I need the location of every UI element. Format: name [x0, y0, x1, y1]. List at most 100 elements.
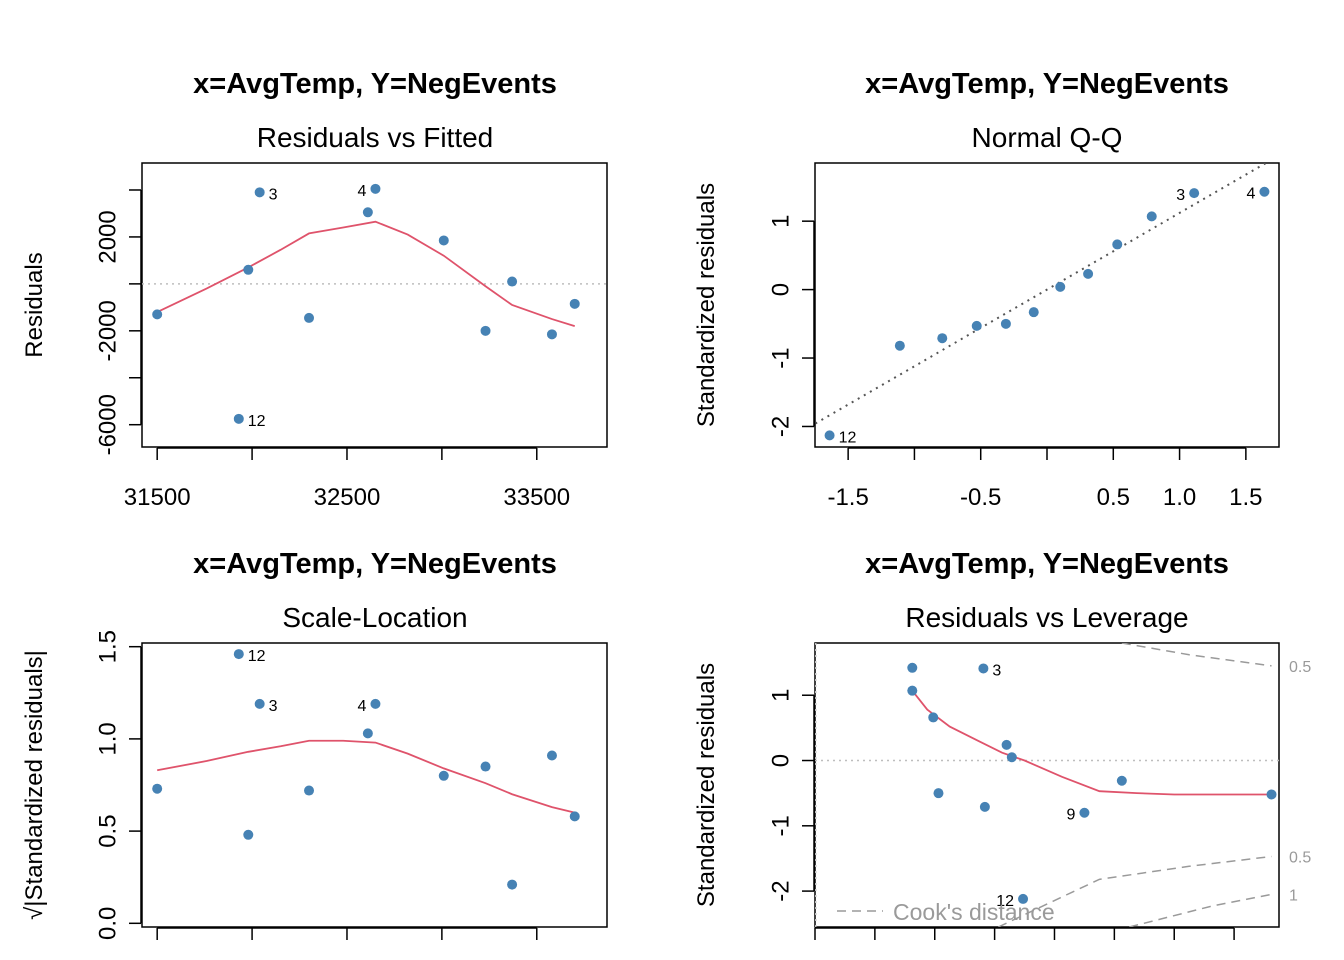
data-point — [370, 698, 381, 709]
data-point — [1001, 739, 1012, 750]
data-point — [304, 312, 315, 323]
data-points — [152, 183, 580, 424]
panel-2: x=AvgTemp, Y=NegEvents Normal Q-Q Standard… — [693, 68, 1280, 511]
x-tick-label: -0.5 — [960, 484, 1001, 511]
y-tick-label: 1.5 — [95, 630, 122, 663]
y-tick-label: -1 — [768, 815, 795, 836]
data-point — [1018, 893, 1029, 904]
data-point — [480, 761, 491, 772]
x-axis: -1.5 -0.5 0.5 1.0 1.5 — [827, 447, 1263, 511]
x-tick-label: 33500 — [503, 484, 570, 511]
y-tick-label: 1 — [768, 689, 795, 702]
data-point — [1112, 239, 1123, 250]
data-point — [907, 685, 918, 696]
main-title: x=AvgTemp, Y=NegEvents — [865, 548, 1229, 580]
data-point — [546, 329, 557, 340]
data-point — [438, 770, 449, 781]
y-axis-label: √|Standardized residuals| — [21, 650, 48, 920]
data-point — [243, 264, 254, 275]
point-label: 3 — [1176, 187, 1185, 204]
data-point — [233, 413, 244, 424]
main-title: x=AvgTemp, Y=NegEvents — [193, 548, 557, 580]
y-tick-label: 0.0 — [95, 907, 122, 940]
y-tick-label: -6000 — [95, 394, 122, 455]
plot-area — [142, 220, 607, 327]
point-label: 4 — [358, 698, 367, 715]
plot-frame — [141, 642, 608, 928]
x-axis: 31500 32500 33500 — [124, 447, 570, 511]
data-point — [480, 325, 491, 336]
subtitle: Residuals vs Leverage — [905, 602, 1188, 633]
data-points — [824, 186, 1270, 441]
y-tick-label: 0 — [768, 754, 795, 767]
cooks-distance-contour — [1121, 643, 1272, 667]
plot-frame — [141, 162, 608, 448]
point-label: 12 — [996, 893, 1014, 910]
cooks-contour-label: 1 — [1289, 887, 1298, 904]
data-points — [907, 662, 1277, 904]
x-tick-label: 1.5 — [1229, 484, 1262, 511]
data-point — [1055, 281, 1066, 292]
data-point — [254, 698, 265, 709]
data-point — [233, 649, 244, 660]
data-point — [362, 207, 373, 218]
data-point — [978, 663, 989, 674]
data-point — [979, 801, 990, 812]
plot-area — [815, 643, 1279, 927]
data-point — [304, 785, 315, 796]
x-tick-label: 1.0 — [1163, 484, 1196, 511]
y-tick-label: 0.5 — [95, 814, 122, 847]
main-title: x=AvgTemp, Y=NegEvents — [193, 68, 557, 100]
point-label: 4 — [1247, 186, 1256, 203]
data-point — [1079, 807, 1090, 818]
y-axis: -6000 -2000 2000 — [95, 189, 142, 455]
plot-area — [157, 739, 575, 814]
point-label: 3 — [992, 662, 1001, 679]
data-point — [507, 276, 518, 287]
cooks-distance-legend: Cook's distance — [837, 899, 1055, 925]
y-axis: 0.0 0.5 1.0 1.5 — [95, 630, 142, 940]
data-point — [1259, 186, 1270, 197]
y-axis-label: Standardized residuals — [693, 183, 720, 427]
smoother-line — [911, 690, 1272, 796]
y-tick-label: 1.0 — [95, 722, 122, 755]
data-point — [507, 879, 518, 890]
data-point — [1000, 318, 1011, 329]
data-point — [1006, 752, 1017, 763]
cooks-contour-label: 0.5 — [1289, 659, 1311, 676]
x-axis — [814, 927, 1235, 940]
data-points — [152, 649, 580, 890]
legend-label: Cook's distance — [893, 899, 1055, 925]
x-tick-label: -1.5 — [827, 484, 868, 511]
data-point — [569, 811, 580, 822]
cooks-contour-label: 0.5 — [1289, 849, 1311, 866]
data-point — [1028, 307, 1039, 318]
y-tick-label: -1 — [768, 347, 795, 368]
plot-area — [815, 163, 1268, 425]
data-point — [370, 183, 381, 194]
plot-frame — [814, 642, 1280, 928]
point-label: 12 — [839, 429, 857, 446]
panel-1: x=AvgTemp, Y=NegEvents Residuals vs Fitte… — [21, 68, 608, 511]
x-tick-label: 31500 — [124, 484, 191, 511]
subtitle: Scale-Location — [282, 602, 467, 633]
data-point — [243, 829, 254, 840]
data-point — [546, 750, 557, 761]
y-axis: -2 -1 0 1 — [768, 689, 815, 902]
point-label: 3 — [269, 186, 278, 203]
data-point — [152, 783, 163, 794]
subtitle: Residuals vs Fitted — [257, 122, 494, 153]
smoother-line — [157, 739, 575, 814]
data-point — [928, 712, 939, 723]
data-point — [933, 788, 944, 799]
qq-reference-line — [815, 163, 1268, 425]
y-tick-label: 2000 — [95, 210, 122, 263]
point-label: 12 — [248, 648, 266, 665]
data-point — [152, 309, 163, 320]
data-point — [362, 728, 373, 739]
data-point — [1146, 211, 1157, 222]
data-point — [438, 235, 449, 246]
cooks-distance-contour — [998, 855, 1272, 927]
panel-3: x=AvgTemp, Y=NegEvents Scale-Location √|St… — [21, 548, 608, 940]
y-axis-label: Standardized residuals — [693, 663, 720, 907]
